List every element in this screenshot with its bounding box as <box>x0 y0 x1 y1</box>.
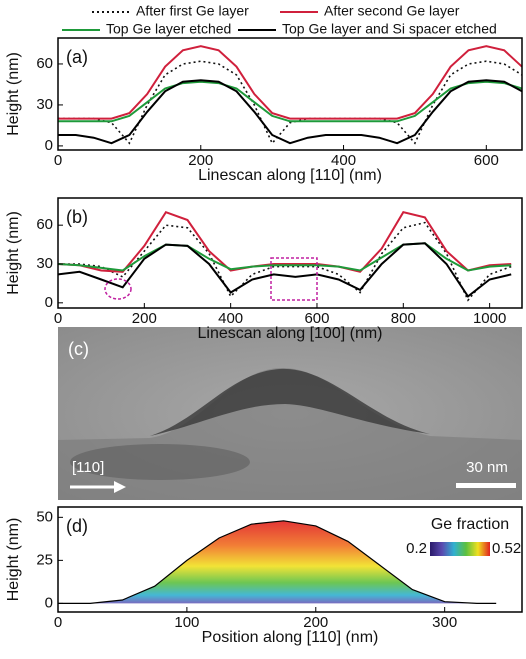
line-series <box>58 80 522 123</box>
line-series <box>58 242 512 298</box>
x-tick-label: 0 <box>54 310 62 327</box>
x-tick-label: 1000 <box>473 310 506 327</box>
y-tick-label: 30 <box>36 96 53 113</box>
colorbar-min: 0.2 <box>406 540 427 557</box>
x-tick-label: 0 <box>54 152 62 169</box>
colorbar <box>430 542 490 556</box>
panel-label: (d) <box>66 516 88 536</box>
y-axis-label: Height (nm) <box>5 52 22 136</box>
y-tick-label: 0 <box>45 594 53 611</box>
line-series <box>58 79 522 145</box>
y-axis-label: Height (nm) <box>5 211 22 295</box>
x-tick-label: 100 <box>174 614 199 631</box>
colorbar-max: 0.52 <box>492 540 521 557</box>
y-tick-label: 30 <box>36 255 53 272</box>
x-tick-label: 200 <box>303 614 328 631</box>
x-axis-label: Position along [110] (nm) <box>202 629 379 646</box>
x-tick-label: 600 <box>474 152 499 169</box>
area-outline <box>58 520 497 604</box>
line-series <box>58 60 522 145</box>
y-tick-label: 50 <box>36 508 53 525</box>
legend-label: After first Ge layer <box>136 3 249 19</box>
plot-area <box>58 45 522 145</box>
direction-label: [110] <box>72 459 104 476</box>
y-tick-label: 60 <box>36 216 53 233</box>
x-tick-label: 800 <box>391 310 416 327</box>
legend-label: After second Ge layer <box>324 3 460 19</box>
x-tick-label: 600 <box>304 310 329 327</box>
line-series <box>58 210 512 273</box>
line-series <box>58 45 522 120</box>
line-series <box>58 242 512 272</box>
tem-shadow <box>70 444 250 480</box>
scale-bar-label: 30 nm <box>466 459 508 476</box>
plot-area <box>58 210 512 302</box>
y-tick-label: 0 <box>45 137 53 154</box>
x-tick-label: 400 <box>218 310 243 327</box>
colorbar-label: Ge fraction <box>431 516 509 533</box>
scale-bar <box>456 483 516 488</box>
plot-area <box>58 520 497 604</box>
panel-label: (a) <box>66 47 88 67</box>
highlight-box <box>270 257 318 301</box>
x-tick-label: 200 <box>188 152 213 169</box>
panel: 0 200 400 600 800 1000 0 30 60 Linescan along [10… <box>5 197 523 342</box>
x-axis-label: Linescan along [110] (nm) <box>198 167 382 184</box>
y-tick-label: 25 <box>36 551 53 568</box>
area-fill <box>58 520 497 604</box>
plot-frame <box>57 197 523 309</box>
panel: 0 200 400 600 0 30 60 Linescan along [110] (nm)… <box>5 37 523 184</box>
y-tick-label: 0 <box>45 294 53 311</box>
line-series <box>58 221 512 302</box>
x-tick-label: 300 <box>432 614 457 631</box>
tem-island <box>150 368 430 436</box>
x-tick-label: 400 <box>331 152 356 169</box>
legend-label: Top Ge layer and Si spacer etched <box>282 21 497 37</box>
legend-label: Top Ge layer etched <box>106 21 231 37</box>
y-axis-label: Height (nm) <box>5 518 22 602</box>
panel-label: (c) <box>68 339 89 359</box>
arrow-head <box>114 481 126 493</box>
plot-frame <box>57 37 523 151</box>
x-tick-label: 200 <box>132 310 157 327</box>
y-tick-label: 60 <box>36 55 53 72</box>
x-tick-label: 0 <box>54 614 62 631</box>
highlight-circle <box>104 278 132 300</box>
panel-label: (b) <box>66 207 88 227</box>
plot-frame <box>57 506 523 613</box>
x-axis-label: Linescan along [100] (nm) <box>198 325 383 342</box>
tem-image: (c) [110] 30 nm <box>58 327 522 500</box>
